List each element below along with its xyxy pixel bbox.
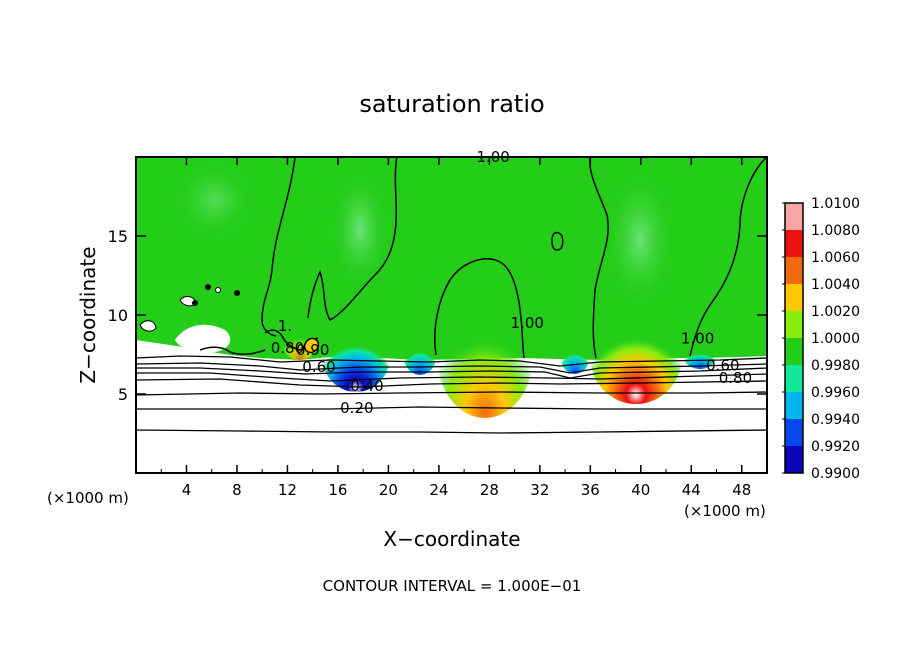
x-axis: 4 8 12 16 20 24 28 32 36 40 44 48 <box>160 157 751 499</box>
contour-labels: 1.001.001.001.0.900.600.800.800.600.400.… <box>271 148 752 417</box>
y-axis-label: Z−coordinate <box>76 246 100 383</box>
colorbar-label: 1.0040 <box>811 277 860 293</box>
colorbar-label: 0.9920 <box>811 439 860 455</box>
contour-label: 1. <box>278 317 292 335</box>
y-tick-label: 15 <box>108 227 128 246</box>
x-tick-label: 16 <box>328 481 347 499</box>
x-tick-label: 32 <box>530 481 549 499</box>
colorbar-swatch <box>785 419 803 446</box>
contour-label: 1.00 <box>476 148 509 166</box>
colorbar-label: 1.0080 <box>811 223 860 239</box>
contour-label: 0.60 <box>302 358 335 376</box>
x-tick-label: 20 <box>379 481 398 499</box>
colorbar-label: 1.0020 <box>811 304 860 320</box>
colorbar-label: 1.0060 <box>811 250 860 266</box>
y-tick-label: 10 <box>108 306 128 325</box>
x-tick-label: 4 <box>182 481 192 499</box>
colorbar-label: 0.9980 <box>811 358 860 374</box>
saturation-field <box>136 157 767 473</box>
colorbar-swatch <box>785 392 803 419</box>
warm-anomaly-40km <box>590 308 682 404</box>
colorbar-label: 0.9960 <box>811 385 860 401</box>
contour-label: 0.20 <box>340 399 373 417</box>
colorbar-swatch <box>785 284 803 311</box>
contour-label: 0.80 <box>271 339 304 357</box>
x-tick-label: 24 <box>429 481 448 499</box>
colorbar-swatch <box>785 446 803 473</box>
x-tick-label: 28 <box>480 481 499 499</box>
x-axis-unit-right: (×1000 m) <box>684 502 766 520</box>
colorbar-label: 0.9940 <box>811 412 860 428</box>
chart-title: saturation ratio <box>359 90 544 118</box>
warm-anomaly-28km <box>437 294 533 418</box>
x-axis-unit-left: (×1000 m) <box>47 489 129 507</box>
x-tick-label: 12 <box>278 481 297 499</box>
contour-label: 1.00 <box>681 330 714 348</box>
contour-label: 0.40 <box>350 377 383 395</box>
y-tick-label: 5 <box>118 385 128 404</box>
x-tick-label: 40 <box>631 481 650 499</box>
colorbar-label: 1.0000 <box>811 331 860 347</box>
x-tick-label: 44 <box>682 481 701 499</box>
contour-label: 0.90 <box>296 341 329 359</box>
colorbar-swatch <box>785 230 803 257</box>
colorbar-label: 0.9900 <box>811 466 860 482</box>
colorbar-swatch <box>785 338 803 365</box>
x-axis-label: X−coordinate <box>383 527 520 551</box>
colorbar-swatch <box>785 257 803 284</box>
cold-anomaly-17km <box>322 320 390 392</box>
colorbar-swatch <box>785 203 803 230</box>
x-tick-label: 36 <box>581 481 600 499</box>
colorbar-label: 1.0100 <box>811 196 860 212</box>
contour-label: 0.80 <box>719 369 752 387</box>
x-tick-label: 48 <box>732 481 751 499</box>
colorbar-swatch <box>785 365 803 392</box>
contour-interval-note: CONTOUR INTERVAL = 1.000E−01 <box>323 577 582 595</box>
colorbar: 1.0100 1.0080 1.0060 1.0040 1.0020 1.0000 0.99… <box>782 196 860 482</box>
y-axis: 5 10 15 <box>108 227 767 404</box>
contour-label: 0.60 <box>706 357 739 375</box>
x-tick-label: 8 <box>232 481 242 499</box>
colorbar-swatch <box>785 311 803 338</box>
contour-label: 1.00 <box>511 314 544 332</box>
